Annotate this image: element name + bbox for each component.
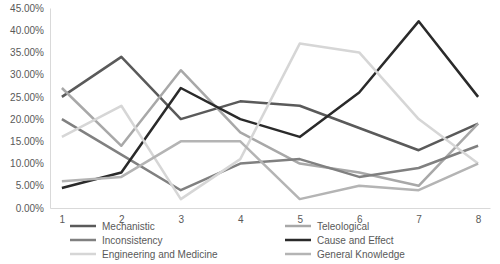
series-line [62,21,478,188]
y-tick-label: 5.00% [16,180,44,191]
legend-label: General Knowledge [317,249,405,260]
y-tick-label: 25.00% [10,92,44,103]
legend-swatch [70,239,96,242]
legend-label: Engineering and Medicine [102,249,218,260]
y-tick-label: 15.00% [10,136,44,147]
y-tick: 45.00% [10,3,50,14]
x-tick-label: 7 [416,214,422,225]
x-tick: 1 [60,208,66,225]
y-tick: 30.00% [10,69,50,80]
x-tick: 8 [476,208,482,225]
x-axis-line [51,208,491,209]
legend-swatch [285,239,311,242]
y-tick: 10.00% [10,158,50,169]
y-tick-label: 45.00% [10,3,44,14]
legend-item: Cause and Effect [285,235,394,246]
legend-label: Inconsistency [102,235,163,246]
legend-item: General Knowledge [285,249,405,260]
x-tick-label: 1 [60,214,66,225]
series-line [62,141,478,199]
y-tick: 5.00% [16,180,50,191]
legend-label: Mechanistic [102,221,155,232]
legend: Mechanistic Teleological Inconsistency Caus… [70,221,405,260]
y-axis-line [50,9,51,209]
legend-label: Teleological [317,221,369,232]
y-tick: 20.00% [10,114,50,125]
series-line [62,44,478,200]
chart: 0.00% 5.00% 10.00% 15.00% 20.00% 25.00% 30.00%… [0,0,500,264]
legend-item: Mechanistic [70,221,155,232]
y-tick: 25.00% [10,92,50,103]
y-axis: 0.00% 5.00% 10.00% 15.00% 20.00% 25.00% 30.00%… [10,3,50,214]
x-tick: 5 [297,208,303,225]
legend-item: Teleological [285,221,369,232]
x-tick: 3 [179,208,185,225]
y-tick: 15.00% [10,136,50,147]
x-tick-label: 4 [238,214,244,225]
x-tick-label: 3 [179,214,185,225]
legend-swatch [285,225,311,228]
plot-area [62,21,478,199]
series-line [62,119,478,190]
legend-swatch [70,225,96,228]
y-tick: 40.00% [10,25,50,36]
y-tick-label: 10.00% [10,158,44,169]
legend-label: Cause and Effect [317,235,394,246]
y-tick-label: 30.00% [10,69,44,80]
y-tick-label: 35.00% [10,47,44,58]
y-tick-label: 20.00% [10,114,44,125]
x-tick-label: 5 [297,214,303,225]
y-tick-label: 0.00% [16,203,44,214]
x-tick-label: 8 [476,214,482,225]
x-tick: 7 [416,208,422,225]
x-tick: 4 [238,208,244,225]
y-tick: 0.00% [16,203,50,214]
legend-swatch [285,253,311,256]
legend-item: Engineering and Medicine [70,249,218,260]
y-tick: 35.00% [10,47,50,58]
legend-item: Inconsistency [70,235,163,246]
y-tick-label: 40.00% [10,25,44,36]
legend-swatch [70,253,96,256]
